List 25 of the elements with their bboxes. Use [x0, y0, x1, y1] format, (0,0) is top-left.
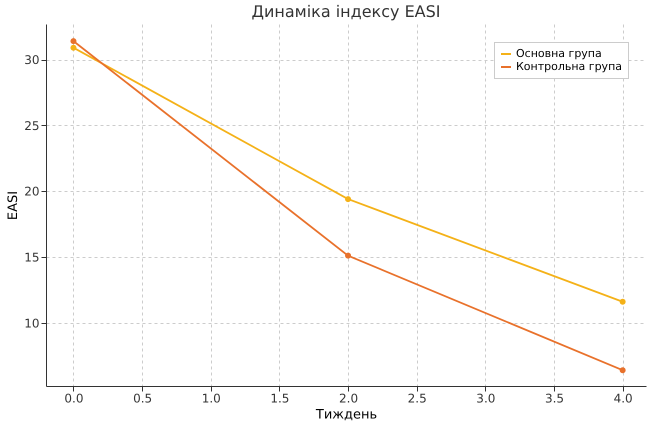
point: [70, 38, 76, 44]
point: [620, 298, 626, 305]
point: [620, 367, 626, 374]
x-tick-label: 0.5: [133, 392, 152, 406]
y-axis-title: EASI: [6, 190, 22, 220]
x-axis-title: Тиждень: [314, 408, 378, 422]
x-tick-label: 2.5: [408, 392, 427, 406]
y-tick-label: 25: [24, 118, 40, 133]
point: [345, 252, 352, 259]
y-tick-label: 30: [24, 53, 40, 68]
legend-label: Контрольна група: [516, 60, 622, 73]
x-tick-label: 0.0: [64, 392, 84, 406]
y-tick-label: 10: [24, 316, 40, 330]
x-tick-label: 1.0: [202, 392, 221, 406]
y-tick-label: 15: [24, 250, 40, 264]
x-tick-label: 3.0: [476, 392, 496, 406]
legend-label: Основна група: [516, 47, 602, 60]
x-tick-label: 4.0: [614, 392, 633, 406]
point: [70, 44, 76, 51]
point: [345, 196, 352, 202]
chart-title: Динаміка індексу EASI: [252, 2, 440, 21]
x-tick-label: 2.0: [339, 392, 358, 406]
x-tick-label: 3.5: [544, 392, 564, 406]
x-tick-label: 1.5: [270, 392, 290, 406]
y-tick-label: 20: [24, 184, 40, 199]
